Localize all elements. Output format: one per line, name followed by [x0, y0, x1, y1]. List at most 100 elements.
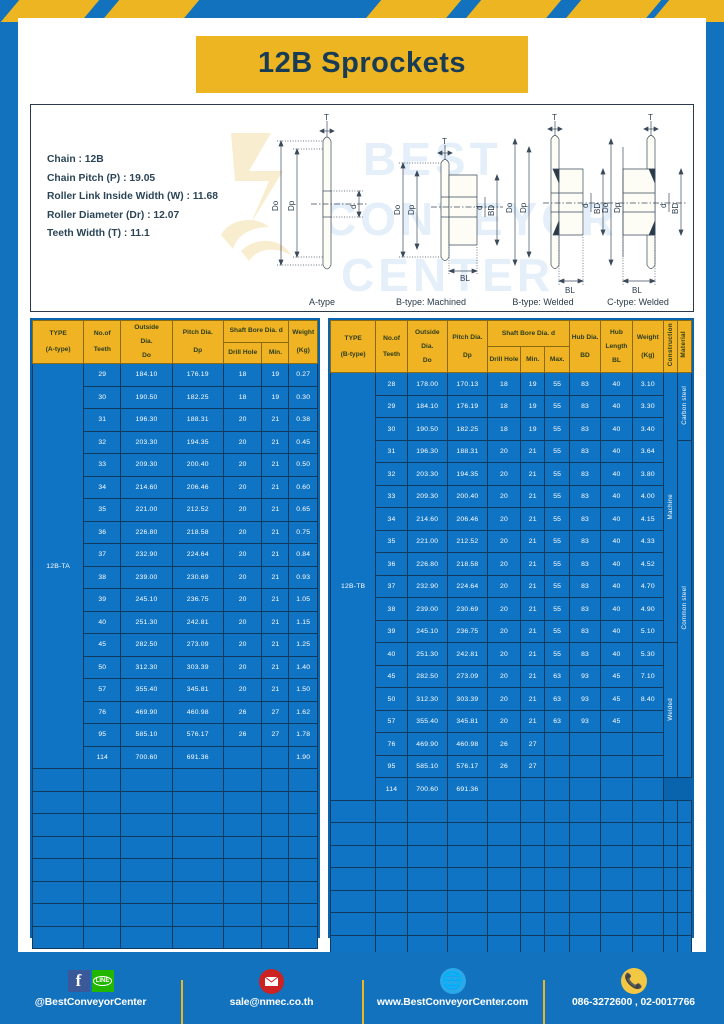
table-cell [406, 889, 448, 914]
label-Dp-a: Dp [287, 200, 296, 211]
table-cell: 40 [600, 417, 633, 441]
table-a: TYPE (A-type) No.of Teeth Outside Dia. D… [31, 320, 318, 949]
table-cell: 20 [486, 597, 522, 621]
label-T-a: T [324, 113, 329, 122]
table-cell [600, 732, 633, 756]
table-cell: 0.75 [288, 520, 318, 544]
table-cell: 194.35 [171, 430, 224, 454]
table-cell [600, 754, 633, 779]
table-cell [544, 754, 570, 779]
table-cell [631, 889, 665, 914]
table-row: 31 196.30 188.31 20 21 0.38 [33, 408, 318, 432]
table-cell [631, 799, 665, 824]
footer-label-email[interactable]: sale@nmec.co.th [229, 997, 314, 1008]
table-cell [171, 858, 224, 882]
table-cell [631, 777, 665, 801]
facebook-icon[interactable]: f [67, 970, 90, 992]
table-cell: 93 [568, 687, 602, 711]
table-row: 114 700.60 691.36 1.90 [33, 745, 318, 769]
table-cell: 40 [600, 552, 633, 576]
table-cell: 21 [520, 574, 546, 599]
footer-item-facebook[interactable]: f LINE @BestConveyorCenter [0, 968, 181, 1008]
table-cell: 312.30 [406, 687, 448, 711]
table-cell: 93 [568, 709, 602, 734]
table-cell: 40 [600, 529, 633, 554]
table-cell [520, 889, 546, 914]
table-row: 50 312.30 303.39 20 21 1.40 [33, 655, 318, 679]
table-cell [261, 745, 290, 769]
table-cell: 4.52 [631, 552, 665, 576]
table-row: 32 203.30 194.35 20 21 0.45 [33, 430, 318, 454]
label-T-bw: T [552, 113, 557, 122]
table-cell: 3.40 [631, 417, 665, 441]
table-cell: 55 [544, 507, 570, 531]
phone-icon[interactable]: 📞 [620, 968, 647, 994]
footer-item-website[interactable]: 🌐 www.BestConveyorCenter.com [362, 968, 543, 1024]
table-cell: 19 [261, 385, 290, 409]
table-cell [31, 903, 85, 927]
label-Do-a: Do [271, 200, 280, 211]
globe-icon[interactable]: 🌐 [439, 968, 466, 994]
contact-footer: f LINE @BestConveyorCenter sale@nmec.co.… [0, 952, 724, 1024]
table-cell: 700.60 [406, 777, 448, 801]
table-cell: 239.00 [406, 597, 448, 621]
table-cell [631, 732, 665, 756]
table-cell [375, 844, 408, 869]
table-cell: 224.64 [171, 543, 224, 567]
footer-label-phone[interactable]: 086-3272600 , 02-0017766 [572, 997, 695, 1008]
caption-b-type-machined: B-type: Machined [395, 297, 467, 307]
table-cell [568, 867, 602, 891]
line-icon[interactable]: LINE [91, 970, 114, 992]
table-cell: 1.78 [288, 723, 318, 747]
table-cell: 21 [520, 642, 546, 666]
table-cell [486, 799, 522, 824]
table-cell [676, 844, 693, 869]
table-cell: 50 [375, 687, 408, 711]
table-cell: 251.30 [120, 610, 173, 634]
table-cell [663, 912, 678, 936]
footer-item-phone[interactable]: 📞 086-3272600 , 02-0017766 [543, 968, 724, 1024]
footer-label-facebook[interactable]: @BestConveyorCenter [34, 997, 147, 1008]
table-cell: 21 [261, 633, 290, 657]
table-cell: 83 [568, 462, 602, 486]
footer-label-website[interactable]: www.BestConveyorCenter.com [376, 997, 529, 1008]
table-cell [676, 912, 693, 936]
table-row: 36 226.80 218.58 20 21 55 83 40 4.52 [331, 552, 692, 576]
table-cell [83, 813, 122, 837]
table-cell [222, 835, 263, 859]
email-icon[interactable] [259, 968, 284, 994]
table-cell: 29 [375, 394, 408, 419]
th-teeth-b: No.of Teeth [375, 319, 408, 374]
table-cell [446, 822, 488, 846]
table-cell: 21 [261, 475, 290, 499]
table-cell [329, 822, 377, 846]
table-cell: 190.50 [406, 417, 448, 441]
table-cell: 55 [544, 417, 570, 441]
table-cell [222, 813, 263, 837]
table-cell: 20 [486, 439, 522, 464]
th-outside-dia: Outside Dia. Do [120, 320, 173, 364]
th-drill-hole-b: Drill Hole [486, 346, 522, 374]
table-cell: 35 [375, 529, 408, 554]
table-cell: 83 [568, 552, 602, 576]
table-cell: 114 [83, 745, 122, 769]
table-cell [631, 822, 665, 846]
table-cell [406, 799, 448, 824]
table-cell: 55 [544, 552, 570, 576]
table-cell [83, 768, 122, 792]
table-cell: 20 [486, 574, 522, 599]
table-cell: 355.40 [120, 678, 173, 702]
table-cell [31, 790, 85, 814]
table-cell [631, 867, 665, 891]
footer-item-email[interactable]: sale@nmec.co.th [181, 968, 362, 1024]
table-cell: 469.90 [406, 732, 448, 756]
table-cell: 242.81 [171, 610, 224, 634]
table-cell: 37 [83, 543, 122, 567]
table-cell: 1.50 [288, 678, 318, 702]
table-cell: 40 [600, 597, 633, 621]
table-cell: 55 [544, 574, 570, 599]
table-cell [375, 799, 408, 824]
label-BD-c: BD [671, 203, 680, 214]
table-cell: 576.17 [171, 723, 224, 747]
table-cell [568, 889, 602, 914]
